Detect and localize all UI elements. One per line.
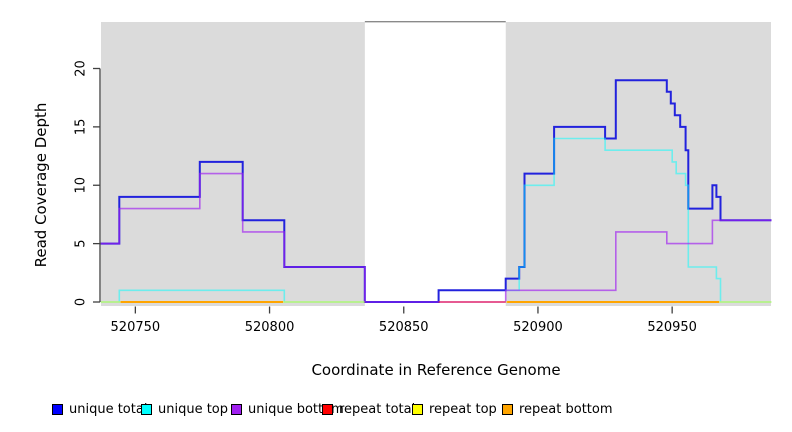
x-tick-label: 520850 xyxy=(379,320,429,335)
y-tick-label: 0 xyxy=(74,298,89,306)
legend-label: unique bottom xyxy=(248,401,344,417)
legend-label: repeat bottom xyxy=(519,401,613,417)
y-tick-label: 5 xyxy=(74,239,89,247)
x-tick-label: 520750 xyxy=(111,320,161,335)
legend-item-repeat-total: repeat total xyxy=(322,401,416,417)
legend-label: repeat top xyxy=(429,401,497,417)
y-axis-label: Read Coverage Depth xyxy=(32,103,50,268)
legend-item-unique-total: unique total xyxy=(52,401,148,417)
plot-axes: 0 5 10 15 20 520750 520800 520850 520900 520950 xyxy=(74,60,697,335)
legend-item-unique-top: unique top xyxy=(141,401,229,417)
y-tick-label: 10 xyxy=(74,177,89,194)
x-tick-label: 520900 xyxy=(513,320,563,335)
series-line-unique-top xyxy=(505,137,772,303)
legend-swatch-repeat-bottom xyxy=(502,403,513,415)
legend-item-repeat-top: repeat top xyxy=(412,401,497,417)
legend-label: repeat total xyxy=(339,401,416,417)
y-tick-label: 20 xyxy=(74,60,89,77)
y-tick-label: 15 xyxy=(74,119,89,136)
x-tick-label: 520950 xyxy=(647,320,697,335)
legend-swatch-unique-bottom xyxy=(231,403,242,415)
legend-swatch-unique-top xyxy=(141,403,152,415)
plot-bg-left xyxy=(101,22,365,306)
plot-background xyxy=(101,21,771,306)
legend-label: unique top xyxy=(158,401,229,417)
legend-item-unique-bottom: unique bottom xyxy=(231,401,344,417)
legend-swatch-repeat-total xyxy=(322,403,333,415)
x-tick-label: 520800 xyxy=(245,320,295,335)
legend-label: unique total xyxy=(69,401,148,417)
plot-series xyxy=(100,79,772,303)
series-line-unique-bottom xyxy=(100,172,772,303)
legend-swatch-repeat-top xyxy=(412,403,423,415)
x-axis-label: Coordinate in Reference Genome xyxy=(311,361,560,379)
plot-bg-right xyxy=(505,22,771,306)
legend-swatch-unique-total xyxy=(52,403,63,415)
plot-canvas: 0 5 10 15 20 520750 520800 520850 520900 520950 C… xyxy=(32,21,772,379)
legend-item-repeat-bottom: repeat bottom xyxy=(502,401,613,417)
